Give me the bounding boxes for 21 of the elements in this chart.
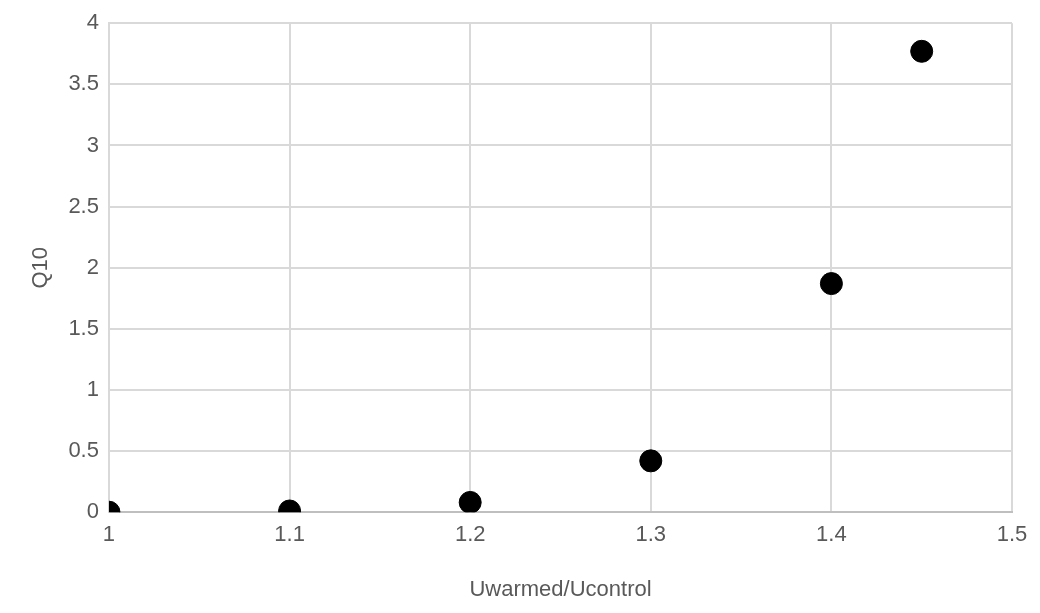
- point: [458, 490, 482, 513]
- x-tick-label: 1.4: [816, 521, 847, 547]
- y-tick-label: 0.5: [68, 437, 99, 463]
- x-tick-label: 1.5: [996, 521, 1028, 547]
- y-tick-label: 2: [86, 253, 99, 279]
- x-tick-label: 1.3: [635, 521, 667, 547]
- y-tick-label: 3: [86, 131, 99, 157]
- y-tick-label: 1.5: [68, 314, 99, 340]
- x-axis-title: Uwarmed/Ucontrol: [469, 575, 652, 601]
- y-axis-title: Q10: [27, 246, 53, 289]
- point: [819, 272, 843, 296]
- y-tick-label: 2.5: [68, 192, 99, 218]
- point: [910, 39, 934, 63]
- x-tick-label: 1.1: [274, 521, 305, 547]
- y-tick-label: 4: [86, 9, 99, 35]
- point: [639, 449, 663, 473]
- y-tick-label: 1: [86, 376, 99, 402]
- y-tick-label: 3.5: [68, 70, 99, 96]
- y-tick-label: 0: [86, 498, 99, 524]
- x-tick-label: 1: [102, 521, 116, 547]
- x-tick-label: 1.2: [454, 521, 486, 547]
